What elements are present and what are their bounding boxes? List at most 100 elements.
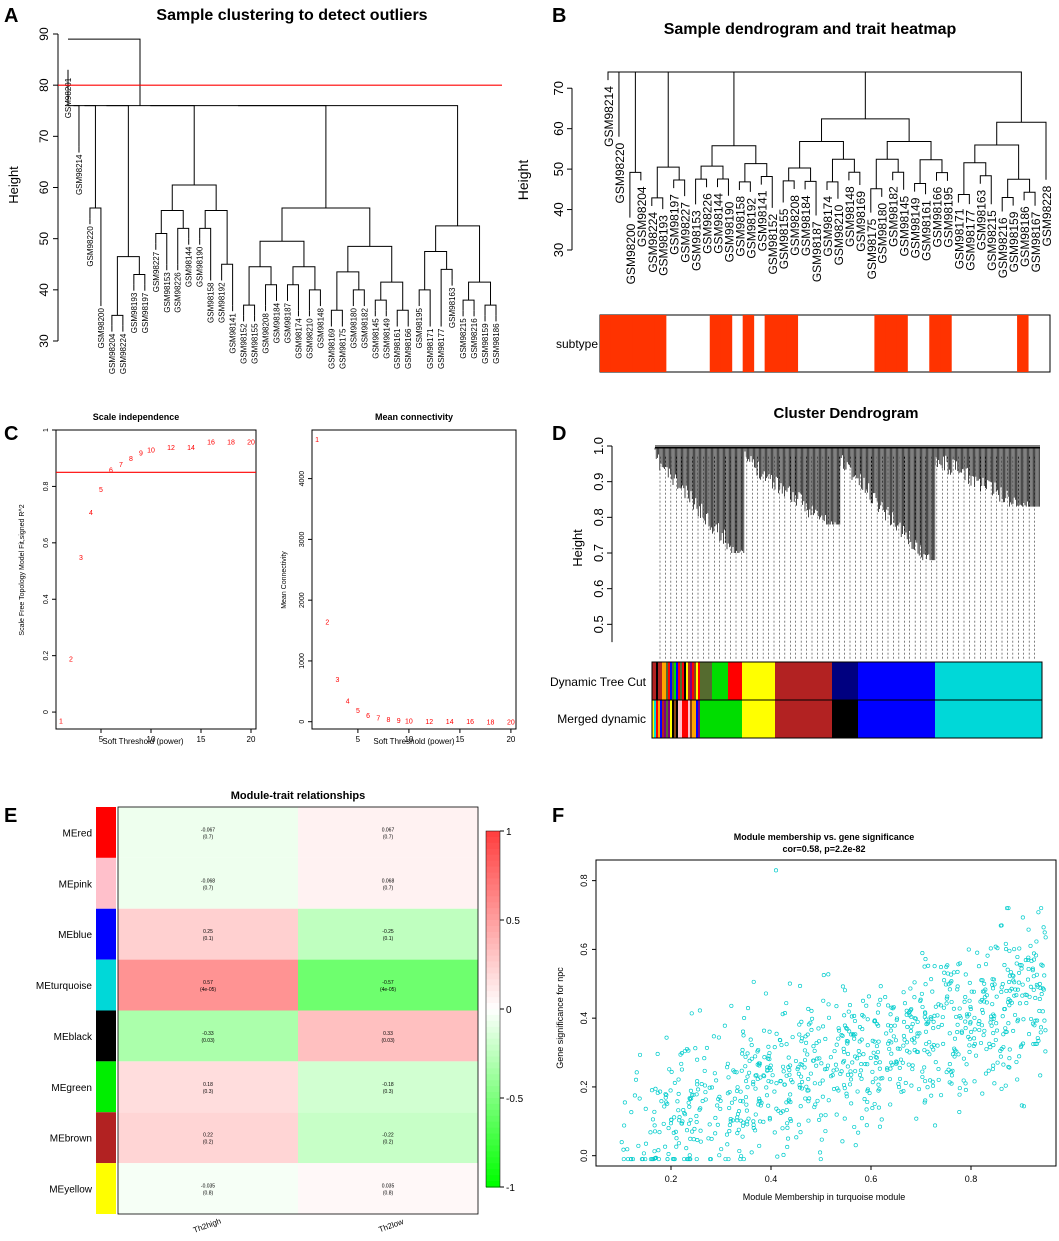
b-leaf-label: GSM98195 [941, 187, 955, 248]
d-color-cell [690, 662, 692, 700]
f-point [1035, 1036, 1040, 1041]
f-point [1007, 973, 1012, 978]
f-point [904, 1012, 909, 1017]
e-legend-step [486, 884, 500, 891]
f-point [648, 1130, 653, 1135]
b-leaf-label: GSM98155 [777, 208, 791, 269]
f-point [806, 1099, 811, 1104]
f-point [952, 1046, 957, 1051]
f-point [1034, 939, 1039, 944]
f-point [734, 1088, 740, 1094]
f-point [872, 1101, 877, 1107]
f-point [1018, 963, 1023, 968]
f-point [709, 1085, 714, 1090]
f-point [842, 988, 848, 993]
f-point [743, 1064, 748, 1069]
a-branch [238, 105, 459, 226]
f-point [695, 1079, 700, 1084]
f-point [980, 1091, 985, 1096]
d-color-cell [656, 700, 658, 738]
f-point [936, 1077, 941, 1082]
c-left-point-label: 4 [89, 510, 93, 517]
e-module-swatch [96, 1163, 116, 1214]
a-branch [171, 184, 217, 211]
f-point [1019, 1043, 1024, 1048]
f-point [621, 1147, 626, 1152]
f-point [804, 1040, 809, 1045]
f-point [977, 1019, 982, 1024]
e-legend-step [486, 854, 500, 862]
d-color-cell [664, 700, 666, 738]
f-point [659, 1099, 664, 1104]
c-right-y-tick-label: 4000 [299, 471, 306, 487]
f-point [756, 1061, 761, 1066]
f-point [774, 1106, 779, 1111]
f-point [928, 1015, 933, 1020]
e-heat-cell [118, 807, 298, 858]
b-leaf-label: GSM98214 [602, 86, 616, 147]
f-point [871, 1050, 876, 1055]
f-point [723, 1157, 728, 1162]
f-point [884, 1066, 890, 1071]
d-color-cell [652, 662, 654, 700]
f-point [972, 1079, 977, 1084]
f-point [853, 1054, 858, 1059]
c-right-y-tick-label: 1000 [299, 653, 306, 669]
f-y-tick-label: 0.6 [579, 943, 589, 956]
f-point [823, 1129, 828, 1134]
f-point [652, 1109, 657, 1114]
f-point [865, 1062, 870, 1067]
f-point [812, 1081, 817, 1086]
f-point [753, 1128, 758, 1133]
f-point [774, 1031, 779, 1036]
f-point [656, 1157, 661, 1162]
f-point [637, 1052, 643, 1057]
f-point [676, 1091, 681, 1096]
f-point [809, 1027, 814, 1032]
c-left-point-label: 14 [187, 445, 195, 452]
panel-c-right-xlabel: Soft Threshold (power) [373, 737, 455, 746]
f-point [788, 1117, 793, 1122]
f-point [837, 1028, 842, 1033]
f-point [888, 1023, 893, 1029]
f-point [967, 1037, 972, 1042]
f-point [989, 1017, 994, 1022]
f-point [957, 1110, 962, 1115]
f-point [1038, 1030, 1043, 1035]
f-point [788, 1092, 793, 1097]
e-heat-cell [298, 807, 478, 858]
f-point [823, 1036, 828, 1042]
f-point [928, 1078, 933, 1083]
b-heatmap-cell [940, 315, 952, 372]
b-heatmap-cell [610, 315, 623, 372]
b-leaf-label: GSM98153 [690, 210, 704, 271]
f-point [885, 1003, 891, 1008]
f-point [808, 1020, 813, 1025]
f-point [799, 1036, 804, 1041]
b-leaf-label: GSM98166 [931, 186, 945, 247]
f-point [990, 1002, 995, 1007]
panel-a-title: Sample clustering to detect outliers [156, 7, 427, 24]
a-y-tick-label: 80 [37, 78, 51, 92]
f-point [735, 1111, 741, 1117]
b-branch [914, 183, 927, 195]
f-point [863, 1062, 868, 1067]
a-leaf-label: GSM98152 [240, 323, 249, 364]
f-point [990, 1067, 995, 1072]
e-cell-pvalue: (0.3) [383, 1089, 394, 1095]
a-leaf-label: GSM98145 [371, 318, 380, 359]
b-leaf-label: GSM98152 [766, 214, 780, 275]
f-point [672, 1115, 677, 1120]
a-leaf-label: GSM98149 [382, 318, 391, 359]
f-point [661, 1121, 666, 1126]
a-leaf-label: GSM98226 [174, 272, 183, 313]
e-legend-step [486, 943, 500, 951]
f-point [947, 1031, 952, 1036]
b-leaf-label: GSM98149 [909, 197, 923, 258]
f-point [764, 1085, 769, 1090]
f-point [641, 1151, 646, 1156]
a-leaf-label: GSM98141 [229, 313, 238, 354]
f-point [770, 1073, 775, 1078]
f-point [981, 1033, 986, 1038]
f-point [983, 962, 989, 967]
